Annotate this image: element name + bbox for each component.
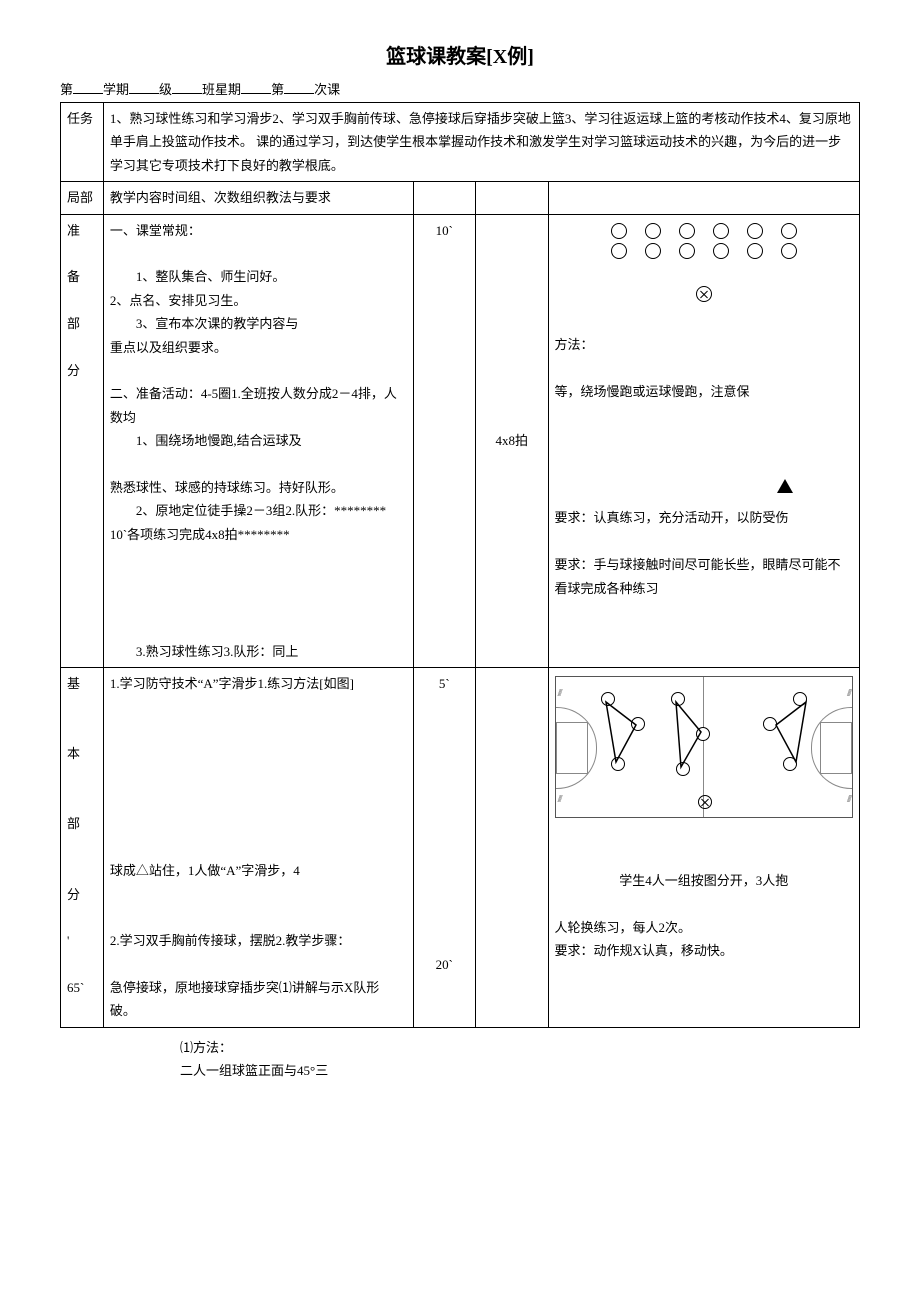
prep-l4: 分 — [67, 359, 97, 382]
main-l1: 基 — [67, 672, 97, 695]
prep-l3: 部 — [67, 312, 97, 335]
main-l4: 分 — [67, 883, 97, 906]
main-t2: 20` — [420, 953, 470, 976]
student-icon — [645, 223, 661, 239]
main-time: 65` — [67, 976, 97, 999]
hdr-c4 — [476, 182, 548, 214]
main-o1: 学生4人一组按图分开，3人抱 — [555, 869, 854, 892]
student-icon — [713, 243, 729, 259]
hdr-c3-t: 时间 — [162, 190, 188, 205]
prep-c-l4: 3、宣布本次课的教学内容与 — [110, 312, 407, 335]
main-o2: 人轮换练习，每人2次。 — [555, 916, 854, 939]
formation-row1 — [555, 223, 854, 239]
prep-time-v: 10` — [420, 219, 470, 242]
main-count — [476, 667, 548, 1027]
student-icon — [611, 223, 627, 239]
prep-c-l1: 一、课堂常规： — [110, 219, 407, 242]
main-content: 1.学习防守技术“A”字滑步1.练习方法[如图] 球成△站住，1人做“A”字滑步… — [103, 667, 413, 1027]
tri-wrap — [555, 473, 854, 506]
hdr-f2: 级 — [159, 82, 172, 97]
teacher-marker — [555, 286, 854, 309]
triangle-icon — [777, 479, 793, 493]
main-l2: 本 — [67, 742, 97, 765]
student-icon — [713, 223, 729, 239]
prep-c-l2: 1、整队集合、师生问好。 — [110, 265, 407, 288]
prep-c-l6: 二、准备活动：4-5圈1.全班按人数分成2－4排，人数均 — [110, 382, 407, 429]
hdr-c2-t: 教学内容 — [110, 190, 162, 205]
req-1: 要求：认真练习，充分活动开，以防受伤 — [555, 506, 854, 529]
student-icon — [679, 243, 695, 259]
header-line: 第 学期 级 班星期 第 次课 — [60, 79, 860, 98]
blank-class[interactable] — [172, 93, 202, 94]
prep-c-l11: 3.熟习球性练习3.队形：同上 — [110, 640, 407, 663]
student-icon — [781, 223, 797, 239]
below-text: ⑴方法： 二人一组球篮正面与45°三 — [60, 1036, 860, 1083]
prep-count: 4x8拍 — [476, 214, 548, 667]
path-lines — [556, 677, 853, 817]
main-c-l3: 2.学习双手胸前传接球，摆脱2.教学步骤： — [110, 929, 407, 952]
prep-l1: 准 — [67, 219, 97, 242]
prep-c-l3: 2、点名、安排见习生。 — [110, 289, 407, 312]
prep-content: 一、课堂常规： 1、整队集合、师生问好。 2、点名、安排见习生。 3、宣布本次课… — [103, 214, 413, 667]
prep-c-l5: 重点以及组织要求。 — [110, 336, 407, 359]
main-l3: 部 — [67, 812, 97, 835]
blank-week[interactable] — [241, 93, 271, 94]
hdr-c1: 局部 — [61, 182, 104, 214]
student-icon — [611, 243, 627, 259]
student-icon — [679, 223, 695, 239]
task-text-cell: 1、熟习球性练习和学习滑步2、学习双手胸前传球、急停接球后穿插步突破上篮3、学习… — [103, 103, 859, 182]
hdr-c2: 教学内容时间组、次数组织教法与要求 — [103, 182, 413, 214]
page-title: 篮球课教案[X例] — [60, 40, 860, 69]
main-time-col: 5` 20` — [413, 667, 476, 1027]
hdr-c5-t: 组织教法与要求 — [240, 190, 331, 205]
req-2: 要求：手与球接触时间尽可能长些，眼睛尽可能不看球完成各种练习 — [555, 553, 854, 600]
below-b2: 二人一组球篮正面与45°三 — [180, 1059, 860, 1082]
main-c-l1: 1.学习防守技术“A”字滑步1.练习方法[如图] — [110, 672, 407, 695]
lesson-table: 任务 1、熟习球性练习和学习滑步2、学习双手胸前传球、急停接球后穿插步突破上篮3… — [60, 102, 860, 1028]
blank-term[interactable] — [73, 93, 103, 94]
court-diagram: //// //// //// //// — [555, 676, 854, 818]
prep-c-l8: 熟悉球性、球感的持球练习。持好队形。 — [110, 476, 407, 499]
main-c-l5: 破。 — [110, 999, 407, 1022]
task-text: 1、熟习球性练习和学习滑步2、学习双手胸前传球、急停接球后穿插步突破上篮3、学习… — [110, 111, 851, 173]
student-icon — [747, 223, 763, 239]
blank-lesson[interactable] — [284, 93, 314, 94]
main-l5: ' — [67, 929, 97, 952]
method-label: 方法： — [555, 333, 854, 356]
hdr-f3: 班星期 — [202, 82, 241, 97]
formation-row2 — [555, 243, 854, 259]
task-label: 任务 — [67, 111, 93, 126]
prep-time: 10` — [413, 214, 476, 667]
blank-grade[interactable] — [129, 93, 159, 94]
method-1: 等，绕场慢跑或运球慢跑，注意保 — [555, 380, 854, 403]
prep-label: 准 备 部 分 — [61, 214, 104, 667]
hdr-prefix: 第 — [60, 82, 73, 97]
main-org: //// //// //// //// — [548, 667, 860, 1027]
main-c-l4: 急停接球，原地接球穿插步突⑴讲解与示X队形 — [110, 976, 407, 999]
prep-org: 方法： 等，绕场慢跑或运球慢跑，注意保 要求：认真练习，充分活动开，以防受伤 要… — [548, 214, 860, 667]
student-icon — [747, 243, 763, 259]
task-label-cell: 任务 — [61, 103, 104, 182]
prep-count-v: 4x8拍 — [482, 429, 541, 452]
below-b1: ⑴方法： — [180, 1036, 860, 1059]
main-label: 基 本 部 分 ' 65` — [61, 667, 104, 1027]
teacher-icon — [696, 286, 712, 302]
main-c-l2: 球成△站住，1人做“A”字滑步，4 — [110, 859, 407, 882]
hdr-c5 — [548, 182, 860, 214]
main-t1: 5` — [420, 672, 470, 695]
prep-c-l7: 1、围绕场地慢跑,结合运球及 — [110, 429, 407, 452]
student-icon — [645, 243, 661, 259]
prep-l2: 备 — [67, 265, 97, 288]
prep-c-l10: 10`各项练习完成4x8拍******** — [110, 523, 407, 546]
hdr-c3 — [413, 182, 476, 214]
prep-c-l9: 2、原地定位徒手操2－3组2.队形：******** — [110, 499, 407, 522]
hdr-f1: 学期 — [103, 82, 129, 97]
hdr-c4-t: 组、次数 — [188, 190, 240, 205]
student-icon — [781, 243, 797, 259]
main-o3: 要求：动作规X认真，移动快。 — [555, 939, 854, 962]
hdr-f5: 次课 — [314, 82, 340, 97]
hdr-f4: 第 — [271, 82, 284, 97]
